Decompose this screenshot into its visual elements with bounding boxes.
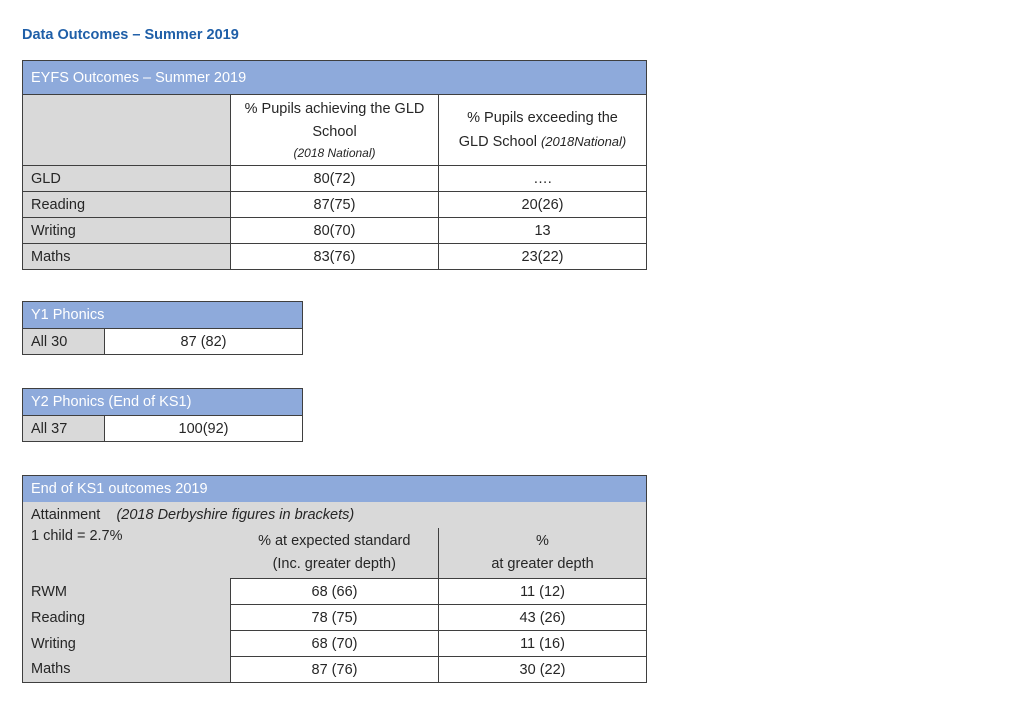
eyfs-col-exceeding-note: (2018National): [540, 133, 627, 149]
table-row: Reading 87(75) 20(26): [22, 191, 648, 218]
row-label: Writing: [22, 217, 231, 244]
y1-phonics-table: Y1 Phonics All 30 87 (82): [21, 301, 304, 355]
y2-phonics-table: Y2 Phonics (End of KS1) All 37 100(92): [22, 388, 303, 442]
row-label: All 30: [22, 328, 105, 355]
table-row: Writing 80(70) 13: [22, 217, 648, 244]
eyfs-table-heading: EYFS Outcomes – Summer 2019: [21, 60, 648, 95]
achieving-value: 83(76): [230, 243, 439, 270]
expected-value: 68 (66): [230, 578, 439, 605]
ks1-col-expected-line1: % at expected standard: [258, 533, 411, 549]
eyfs-outcomes-table: EYFS Outcomes – Summer 2019 % Pupils ach…: [21, 60, 648, 270]
achieving-value: 80(72): [230, 165, 439, 192]
row-label: Reading: [22, 191, 231, 218]
table-row: GLD 80(72) ….: [22, 165, 648, 192]
achieving-value: 80(70): [230, 217, 439, 244]
row-label: Maths: [22, 656, 231, 683]
row-label: Reading: [22, 604, 231, 631]
table-row: Maths 83(76) 23(22): [22, 243, 648, 270]
ks1-attainment-row: Attainment (2018 Derbyshire figures in b…: [21, 502, 648, 528]
table-row: Writing 68 (70) 11 (16): [22, 630, 648, 657]
row-label: Writing: [22, 630, 231, 657]
greater-value: 43 (26): [437, 604, 648, 631]
eyfs-col-exceeding-line2-text: GLD School: [458, 133, 541, 150]
ks1-outcomes-table: End of KS1 outcomes 2019 Attainment (201…: [21, 475, 648, 683]
row-label: All 37: [22, 415, 105, 442]
table-row: RWM 68 (66) 11 (12): [22, 578, 648, 605]
y2-phonics-heading: Y2 Phonics (End of KS1): [22, 388, 303, 416]
row-label: Maths: [22, 243, 231, 270]
ks1-child-note: 1 child = 2.7%: [22, 528, 231, 579]
ks1-col-greater-header: % at greater depth: [438, 528, 648, 579]
row-label: RWM: [22, 578, 231, 605]
page-title: Data Outcomes – Summer 2019: [22, 27, 239, 43]
expected-value: 87 (76): [230, 656, 439, 683]
eyfs-col-achieving-note: (2018 National): [293, 146, 376, 160]
table-row: All 30 87 (82): [22, 328, 304, 355]
ks1-col-expected-line2: (Inc. greater depth): [272, 556, 396, 572]
exceeding-value: 23(22): [437, 243, 648, 270]
expected-value: 78 (75): [230, 604, 439, 631]
eyfs-col-achieving-header: % Pupils achieving the GLD School (2018 …: [230, 94, 439, 166]
ks1-attainment-note: (2018 Derbyshire figures in brackets): [116, 507, 355, 523]
greater-value: 11 (12): [437, 578, 648, 605]
eyfs-col-exceeding-line1: % Pupils exceeding the: [467, 109, 618, 126]
row-label: GLD: [22, 165, 231, 192]
greater-value: 11 (16): [437, 630, 648, 657]
achieving-value: 87(75): [230, 191, 439, 218]
ks1-col-greater-line2: at greater depth: [491, 556, 594, 572]
greater-value: 30 (22): [437, 656, 648, 683]
ks1-col-greater-line1: %: [536, 533, 549, 549]
ks1-attainment-label: Attainment: [31, 507, 101, 523]
table-row: Maths 87 (76) 30 (22): [22, 656, 648, 683]
phonics-value: 100(92): [104, 415, 303, 442]
expected-value: 68 (70): [230, 630, 439, 657]
exceeding-value: 20(26): [437, 191, 648, 218]
table-row: All 37 100(92): [22, 415, 303, 442]
ks1-col-expected-header: % at expected standard (Inc. greater dep…: [230, 528, 439, 579]
table-row: Reading 78 (75) 43 (26): [22, 604, 648, 631]
eyfs-col-achieving-line2: School: [312, 124, 357, 140]
phonics-value: 87 (82): [103, 328, 304, 355]
y1-phonics-heading: Y1 Phonics: [21, 301, 304, 329]
eyfs-corner-cell: [22, 94, 231, 166]
eyfs-col-exceeding-line2: GLD School (2018National): [439, 130, 646, 154]
eyfs-col-exceeding-header: % Pupils exceeding the GLD School (2018N…: [437, 94, 648, 166]
exceeding-value: 13: [437, 217, 648, 244]
exceeding-value: ….: [437, 165, 648, 192]
ks1-table-heading: End of KS1 outcomes 2019: [21, 475, 648, 502]
eyfs-col-achieving-line1: % Pupils achieving the GLD: [244, 101, 425, 117]
